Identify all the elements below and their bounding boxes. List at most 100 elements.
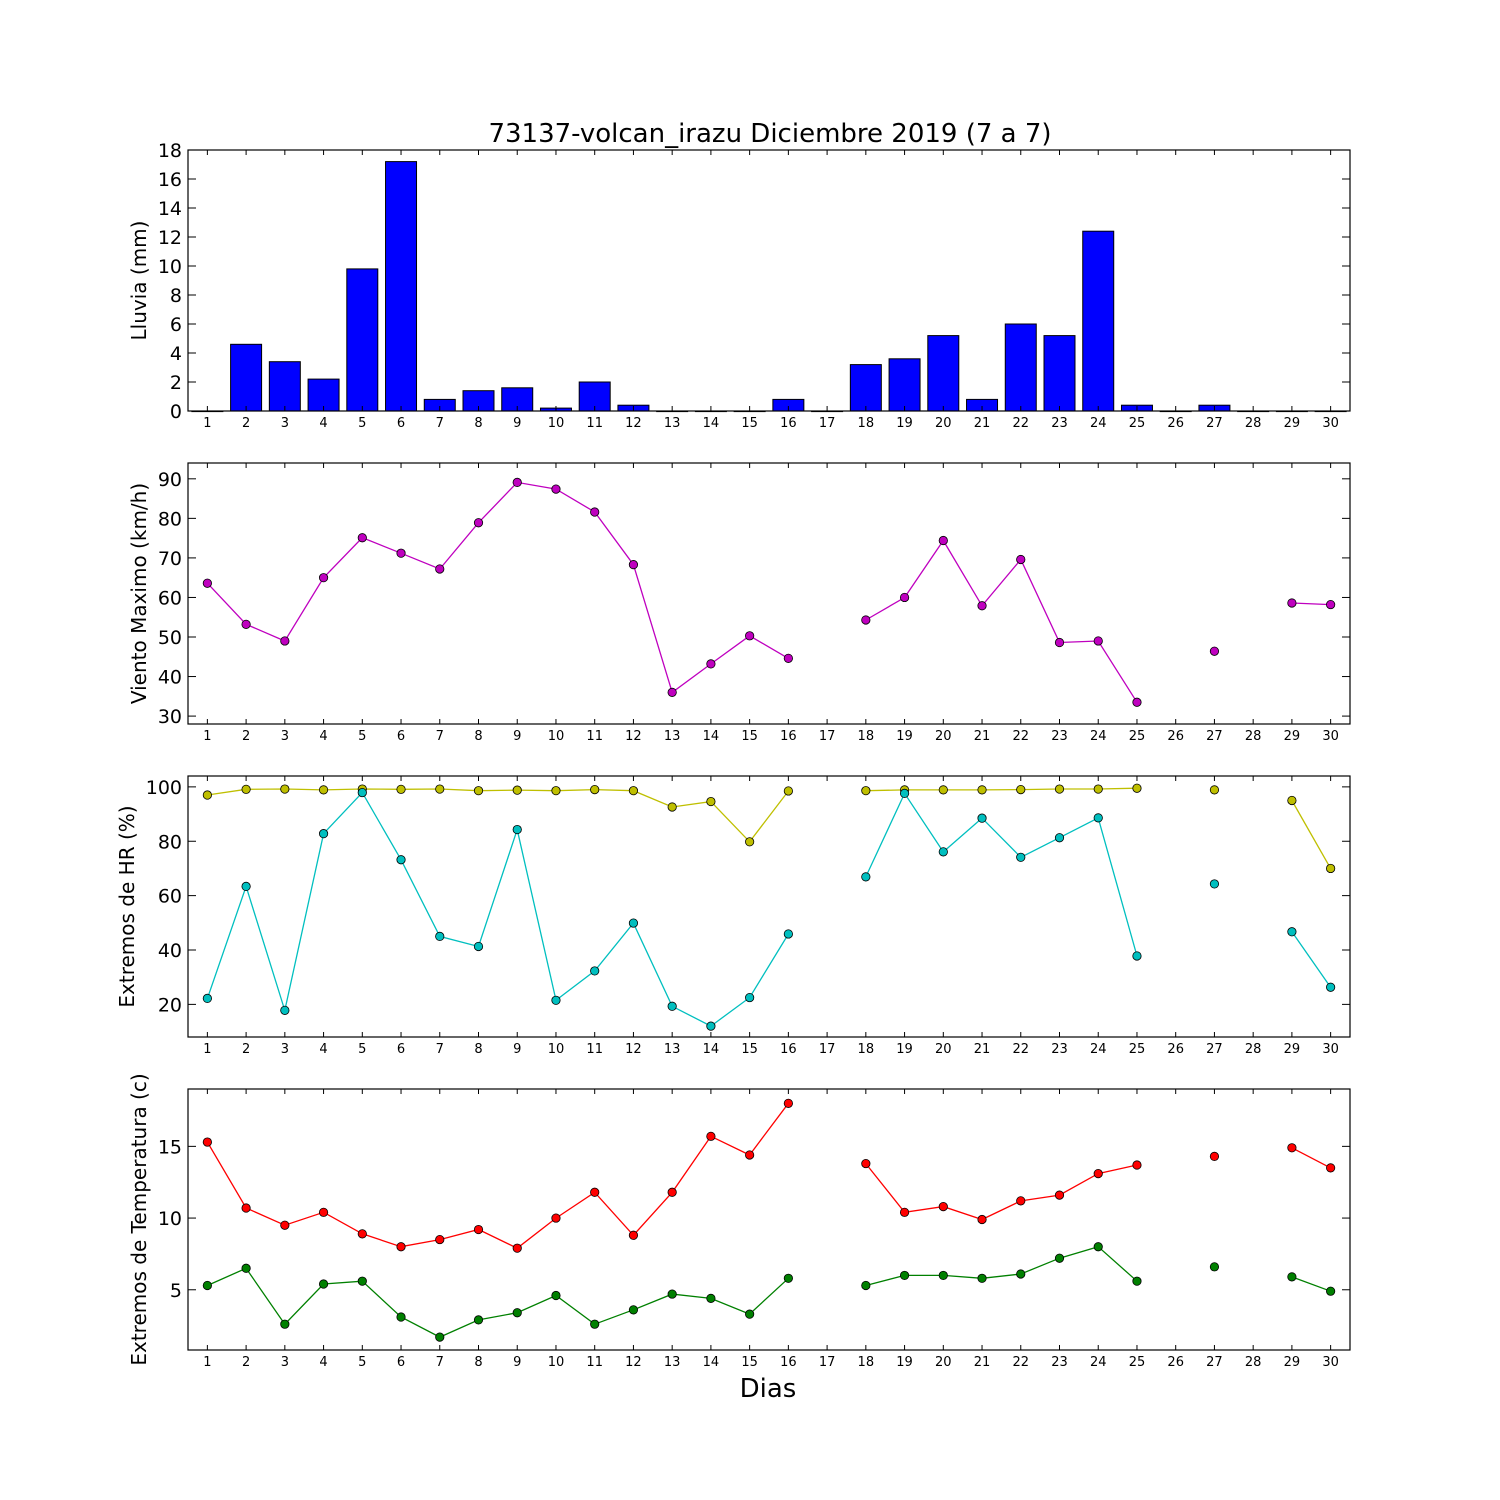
series-2-point-day-10 [551, 995, 561, 1005]
series-1-point-day-22 [1016, 554, 1026, 565]
series-1-line [865, 787, 1138, 792]
x-tick-label: 27 [1206, 1355, 1223, 1370]
series-2-point-day-14 [706, 1021, 716, 1031]
x-tick-label: 22 [1012, 1042, 1029, 1057]
series-2-point-day-5 [357, 787, 367, 798]
series-2-point-day-3 [280, 1319, 290, 1329]
y-tick-label: 18 [158, 140, 182, 162]
x-tick-label: 11 [586, 729, 603, 744]
x-tick-label: 22 [1012, 416, 1029, 431]
series-1-point-day-1 [202, 1137, 212, 1147]
series-1-point-day-21 [977, 1214, 987, 1225]
y-tick-label: 60 [158, 886, 182, 908]
series-2-point-day-27 [1209, 879, 1220, 889]
series-2-point-day-4 [318, 1279, 329, 1289]
bar-day-18 [849, 364, 882, 412]
x-tick-label: 27 [1206, 729, 1223, 744]
series-1-point-day-25 [1132, 697, 1142, 707]
series-1-point-day-2 [241, 619, 251, 629]
x-tick-label: 2 [242, 416, 250, 431]
series-1-point-day-24 [1093, 784, 1103, 794]
series-2-point-day-23 [1054, 833, 1065, 843]
x-tick-label: 4 [319, 416, 327, 431]
series-1-point-day-16 [783, 786, 793, 796]
series-2-point-day-16 [783, 1273, 793, 1283]
x-tick-label: 1 [203, 416, 211, 431]
x-tick-label: 9 [513, 416, 521, 431]
series-2-point-day-9 [512, 1308, 522, 1318]
series-2-point-day-24 [1093, 1242, 1103, 1252]
series-2-line [865, 1245, 1138, 1287]
x-tick-label: 14 [703, 416, 720, 431]
x-tick-label: 13 [664, 729, 681, 744]
x-tick-label: 21 [974, 1355, 991, 1370]
series-2-point-day-29 [1287, 927, 1297, 937]
x-tick-label: 14 [703, 1042, 720, 1057]
series-1-point-day-7 [435, 564, 445, 574]
x-tick-label: 19 [896, 729, 913, 744]
x-tick-label: 9 [513, 1355, 521, 1370]
series-1-point-day-13 [667, 1187, 677, 1197]
y-axis-label: Lluvia (mm) [127, 221, 151, 341]
x-tick-label: 21 [974, 729, 991, 744]
x-tick-label: 29 [1284, 1042, 1301, 1057]
series-1-point-day-11 [590, 1187, 600, 1197]
series-1-point-day-23 [1054, 637, 1065, 648]
x-tick-label: 8 [474, 1355, 482, 1370]
series-2-point-day-30 [1326, 982, 1336, 992]
series-2-point-day-11 [590, 966, 600, 976]
series-1-point-day-21 [977, 785, 987, 795]
x-tick-label: 5 [358, 1355, 366, 1370]
series-1-point-day-11 [590, 784, 600, 795]
y-tick-label: 16 [158, 169, 182, 191]
x-tick-label: 11 [586, 1355, 603, 1370]
x-tick-label: 20 [935, 1355, 952, 1370]
series-1-point-day-2 [241, 784, 251, 794]
y-axis-label: Viento Maximo (km/h) [127, 483, 151, 704]
x-axis-label: Dias [740, 1374, 797, 1404]
series-1-point-day-5 [357, 533, 367, 543]
x-tick-label: 9 [513, 729, 521, 744]
series-1-point-day-3 [280, 784, 290, 794]
series-1-point-day-7 [435, 1234, 445, 1245]
y-tick-label: 100 [146, 777, 182, 799]
x-tick-label: 28 [1245, 416, 1262, 431]
series-1-point-day-16 [783, 1098, 793, 1108]
series-2-point-day-20 [938, 847, 948, 857]
series-2-point-day-4 [318, 829, 329, 839]
series-1-line [1291, 1147, 1331, 1169]
series-1-point-day-20 [938, 1201, 948, 1212]
series-2-point-day-20 [938, 1270, 948, 1281]
x-tick-label: 18 [858, 729, 875, 744]
series-1-point-day-11 [590, 507, 600, 517]
x-tick-label: 15 [741, 416, 758, 431]
series-2-point-day-29 [1287, 1272, 1297, 1282]
x-tick-label: 30 [1322, 1042, 1339, 1057]
series-1-point-day-12 [628, 1230, 639, 1240]
y-tick-label: 20 [158, 994, 182, 1016]
series-1-point-day-14 [706, 796, 716, 807]
series-2-point-day-8 [473, 941, 484, 952]
x-tick-label: 5 [358, 729, 366, 744]
series-2-point-day-9 [512, 824, 522, 835]
x-tick-label: 20 [935, 729, 952, 744]
x-tick-label: 3 [281, 729, 289, 744]
x-tick-label: 9 [513, 1042, 521, 1057]
x-tick-label: 23 [1051, 729, 1068, 744]
x-tick-label: 4 [319, 1042, 327, 1057]
x-tick-label: 3 [281, 1042, 289, 1057]
series-1-point-day-8 [473, 518, 484, 528]
series-1-point-day-3 [280, 636, 290, 646]
series-2-point-day-15 [745, 992, 755, 1003]
panel-3: 1 2 3 4 5 6 7 8 9 10 11 12 13 14 15 16 17 18 19 20 21 22 23 24 2… [115, 775, 1351, 1057]
x-tick-label: 10 [548, 1355, 565, 1370]
y-tick-label: 6 [170, 314, 182, 336]
y-tick-label: 40 [158, 940, 182, 962]
series-1-point-day-27 [1209, 1151, 1220, 1162]
series-2-point-day-7 [435, 1332, 445, 1342]
series-1-point-day-25 [1132, 783, 1142, 793]
bar-day-22 [1004, 323, 1037, 412]
series-2-point-day-2 [241, 1263, 251, 1273]
x-tick-label: 17 [819, 1042, 836, 1057]
series-1-point-day-18 [861, 1158, 871, 1169]
